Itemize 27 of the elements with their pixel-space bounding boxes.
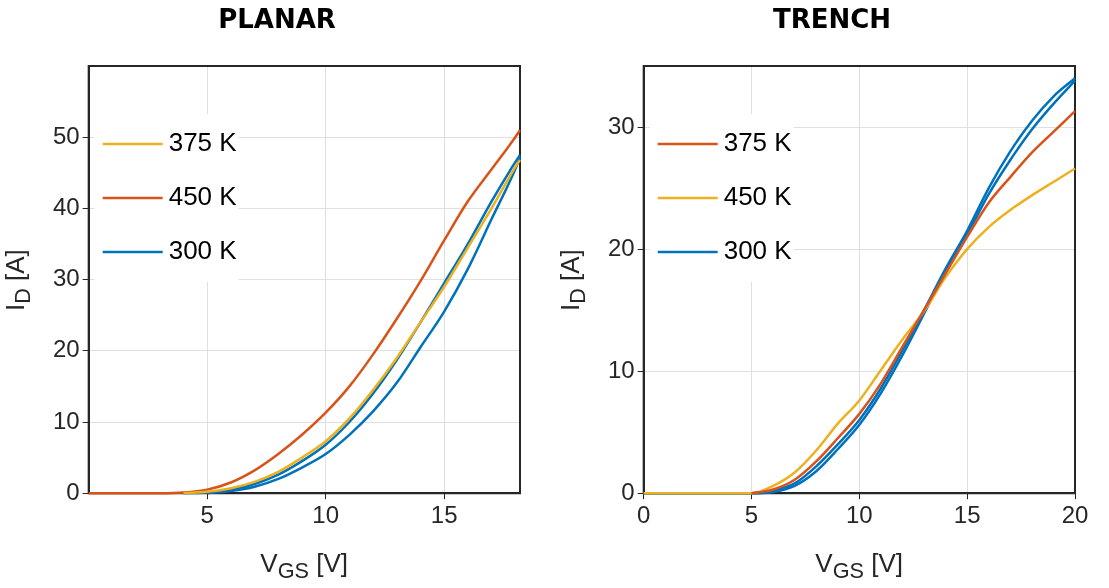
x-tick-label: 5	[744, 501, 759, 529]
x-tick-label: 5	[200, 501, 214, 529]
y-tick-label: 10	[52, 406, 80, 434]
y-tick-label: 20	[52, 335, 80, 363]
x-tick-label: 15	[953, 501, 981, 529]
legend-label: 450 K	[723, 181, 793, 212]
legend-label: 450 K	[168, 181, 238, 212]
y-tick-label: 50	[52, 121, 80, 149]
x-tick-label: 10	[846, 501, 873, 529]
x-axis-title: V$_{GS}$ [V]	[260, 547, 348, 584]
legend-label: 375 K	[723, 127, 793, 158]
y-tick-label: 30	[52, 264, 80, 292]
y-tick-label: 0	[621, 477, 635, 505]
y-tick-label: 40	[52, 193, 80, 221]
y-tick-label: 30	[607, 111, 635, 139]
x-tick-label: 20	[1061, 501, 1089, 529]
y-tick-label: 20	[607, 233, 635, 261]
legend-label: 300 K	[723, 235, 793, 266]
legend-label: 375 K	[168, 127, 238, 158]
x-tick-label: 15	[430, 501, 458, 529]
x-tick-label: 10	[312, 501, 340, 529]
y-tick-label: 10	[607, 355, 635, 383]
legend-label: 300 K	[168, 235, 238, 266]
y-tick-label: 0	[66, 477, 80, 505]
x-axis-title: V$_{GS}$ [V]	[815, 547, 903, 584]
chart-title: TRENCH	[771, 4, 893, 34]
chart-title: PLANAR	[217, 4, 337, 34]
